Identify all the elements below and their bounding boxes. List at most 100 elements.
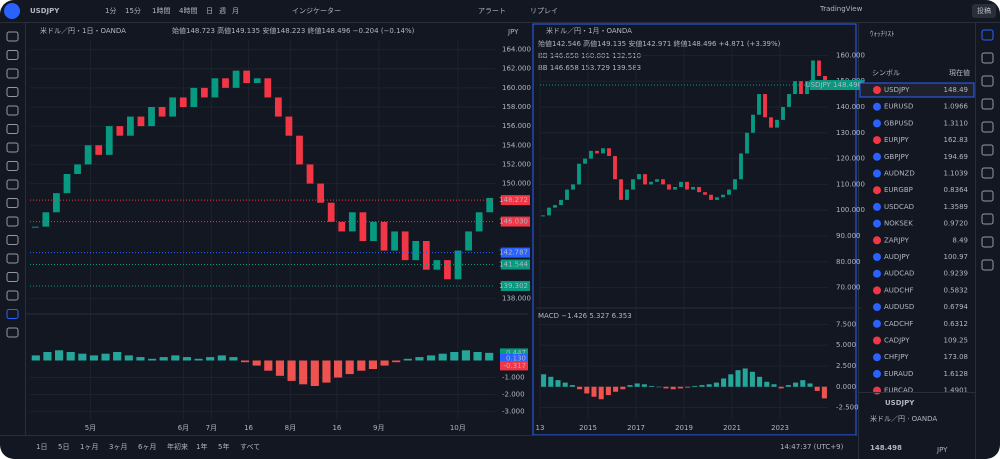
candle <box>691 186 695 190</box>
tool-icon[interactable] <box>6 105 19 116</box>
watchlist-title[interactable]: ｳｫｯﾁﾘｽﾄ <box>870 30 895 38</box>
candle <box>465 231 472 251</box>
range-button[interactable]: 6ヶ月 <box>138 443 156 451</box>
range-button[interactable]: 1日 <box>36 443 47 451</box>
y-tick-label: 160.000 <box>502 84 531 92</box>
panel-icon[interactable] <box>981 75 994 87</box>
symbol-search[interactable]: USDJPY <box>30 7 60 15</box>
range-button[interactable]: 3ヶ月 <box>109 443 127 451</box>
panel-icon[interactable] <box>981 236 994 248</box>
clock: 14:47:37 (UTC+9) <box>780 443 844 451</box>
avatar[interactable] <box>4 3 20 19</box>
panel-icon[interactable] <box>981 213 994 225</box>
tool-icon[interactable] <box>6 235 19 245</box>
tool-icon[interactable] <box>6 68 19 79</box>
row-symbol[interactable]: AUDCHF <box>884 286 913 294</box>
macd-bar <box>78 353 87 361</box>
tool-icon[interactable] <box>6 179 19 190</box>
row-symbol[interactable]: EURAUD <box>884 370 913 378</box>
range-button[interactable]: 1年 <box>196 442 207 451</box>
row-symbol[interactable]: AUDUSD <box>884 303 914 311</box>
macd-tick-label: -3.000 <box>502 408 525 416</box>
panel-icon[interactable] <box>981 98 994 110</box>
candle <box>733 179 737 190</box>
candle <box>649 181 653 185</box>
tool-icon[interactable] <box>6 327 19 338</box>
interval-button[interactable]: 月 <box>232 7 239 15</box>
x-tick-label: 13 <box>536 424 545 432</box>
range-button[interactable]: 5年 <box>218 442 229 451</box>
tool-icon[interactable] <box>6 124 19 134</box>
row-symbol[interactable]: USDCAD <box>884 203 914 211</box>
tool-icon[interactable] <box>6 290 19 301</box>
row-symbol[interactable]: GBPUSD <box>884 119 913 127</box>
interval-button[interactable]: 日 <box>206 7 213 15</box>
panel-icon[interactable] <box>981 29 994 41</box>
tool-icon[interactable] <box>6 50 19 60</box>
indicators-button[interactable]: インジケーター <box>292 6 341 15</box>
panel-icon[interactable] <box>981 167 994 179</box>
row-symbol[interactable]: EURGBP <box>884 186 913 194</box>
tool-icon[interactable] <box>6 87 19 97</box>
flag-icon <box>873 303 881 312</box>
tool-icon[interactable] <box>6 309 19 319</box>
alert-button[interactable]: アラート <box>478 7 506 15</box>
tool-icon[interactable] <box>6 216 19 227</box>
interval-button[interactable]: 1時間 <box>152 7 170 15</box>
panel-icon[interactable] <box>981 259 994 271</box>
panel-icon[interactable] <box>981 144 994 156</box>
macd-bar <box>771 384 777 387</box>
row-symbol[interactable]: AUDJPY <box>884 253 910 261</box>
candle <box>370 221 377 241</box>
row-symbol[interactable]: NOKSEK <box>884 220 913 228</box>
tool-icon[interactable] <box>6 253 19 264</box>
row-symbol[interactable]: ZARJPY <box>884 236 910 244</box>
row-symbol[interactable]: GBPJPY <box>884 153 910 161</box>
panel-icon[interactable] <box>981 190 994 202</box>
panel-icon[interactable] <box>981 121 994 133</box>
row-symbol[interactable]: CADCHF <box>884 320 913 328</box>
candle <box>775 119 779 128</box>
candle <box>179 97 187 107</box>
publish-button[interactable]: 投稿 <box>977 6 991 15</box>
interval-button[interactable]: 週 <box>219 6 226 15</box>
row-price: 162.83 <box>944 136 969 144</box>
publish-button-bg[interactable] <box>972 4 996 18</box>
replay-button[interactable]: リプレイ <box>530 7 558 15</box>
row-symbol[interactable]: AUDCAD <box>884 270 914 278</box>
tool-icon[interactable] <box>6 31 19 42</box>
y-tick-label: 150.000 <box>502 180 531 188</box>
row-symbol[interactable]: USDJPY <box>884 86 910 94</box>
panel-icon[interactable] <box>981 52 994 64</box>
range-button[interactable]: 5日 <box>58 443 69 451</box>
interval-button[interactable]: 1分 <box>105 6 116 15</box>
tool-icon[interactable] <box>6 198 19 208</box>
range-button[interactable]: 年初来 <box>167 442 188 451</box>
range-button[interactable]: すべて <box>240 443 260 451</box>
candle <box>264 78 272 98</box>
y-tick-label: 156.000 <box>502 122 531 130</box>
interval-button[interactable]: 15分 <box>125 6 141 15</box>
x-tick-label: 8月 <box>285 424 296 432</box>
row-symbol[interactable]: CHFJPY <box>884 353 909 361</box>
row-symbol[interactable]: EURCAD <box>884 387 913 395</box>
row-symbol[interactable]: AUDNZD <box>884 170 915 178</box>
tool-icon[interactable] <box>6 142 19 153</box>
macd-bar <box>159 357 168 361</box>
macd-tick-label: -1.000 <box>502 374 525 382</box>
macd-bar <box>577 386 583 390</box>
candle <box>607 148 611 157</box>
candle <box>243 70 251 84</box>
row-symbol[interactable]: EURUSD <box>884 103 913 111</box>
macd-bar <box>333 360 343 378</box>
interval-button[interactable]: 4時間 <box>179 7 197 15</box>
macd-bar <box>548 376 554 387</box>
range-button[interactable]: 1ヶ月 <box>80 443 98 451</box>
tool-icon[interactable] <box>6 161 19 171</box>
tool-icon[interactable] <box>6 272 19 282</box>
row-price: 8.49 <box>952 236 968 244</box>
row-price: 0.5832 <box>944 286 969 294</box>
row-symbol[interactable]: CADJPY <box>884 337 910 345</box>
macd-bar <box>627 385 633 387</box>
row-symbol[interactable]: EURJPY <box>884 136 910 144</box>
